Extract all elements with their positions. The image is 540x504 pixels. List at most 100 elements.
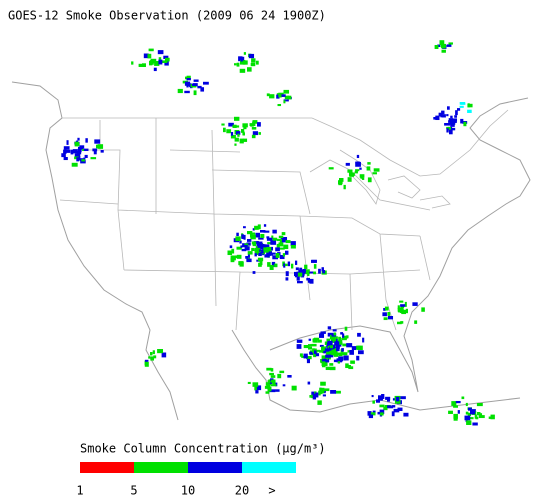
smoke-pixel: [394, 400, 401, 404]
smoke-pixel: [250, 62, 256, 67]
smoke-pixel: [234, 143, 237, 146]
smoke-pixel: [391, 411, 395, 417]
smoke-pixel: [61, 153, 66, 158]
smoke-pixel: [163, 55, 169, 60]
smoke-pixel: [397, 308, 401, 312]
smoke-pixel: [356, 355, 360, 361]
smoke-pixel: [387, 312, 391, 316]
smoke-pixel: [355, 161, 361, 167]
smoke-pixel: [76, 157, 80, 162]
smoke-pixel: [335, 390, 341, 394]
smoke-pixel: [468, 417, 474, 420]
smoke-pixel: [283, 99, 289, 102]
smoke-pixel: [320, 381, 326, 386]
smoke-pixel: [236, 62, 240, 67]
legend-tick-label: 5: [130, 484, 137, 498]
smoke-pixel: [63, 146, 70, 150]
smoke-pixel: [148, 356, 151, 359]
smoke-pixel: [372, 172, 377, 175]
smoke-pixel: [238, 261, 244, 266]
smoke-pixel: [260, 251, 265, 254]
smoke-pixel: [308, 344, 312, 347]
smoke-pixel: [274, 263, 278, 268]
smoke-pixel: [399, 300, 404, 303]
smoke-pixel: [321, 355, 328, 360]
smoke-pixel: [271, 261, 276, 267]
smoke-pixel: [338, 180, 342, 186]
smoke-pixel: [308, 346, 313, 350]
smoke-pixel: [100, 150, 104, 153]
smoke-pixel: [303, 353, 308, 359]
smoke-pixel: [242, 138, 248, 142]
smoke-pixel: [457, 410, 460, 414]
smoke-pixel: [387, 316, 394, 320]
smoke-pixel: [324, 348, 330, 352]
smoke-pixel: [357, 332, 361, 337]
smoke-pixel: [468, 407, 472, 411]
smoke-pixel: [257, 122, 261, 127]
smoke-pixel: [143, 53, 149, 59]
smoke-pixel: [440, 114, 446, 118]
smoke-pixel: [438, 112, 443, 117]
smoke-pixel: [157, 349, 164, 354]
smoke-pixel: [441, 49, 446, 53]
smoke-pixel: [327, 332, 334, 337]
smoke-pixel: [457, 108, 461, 111]
smoke-pixel: [341, 338, 347, 341]
smoke-pixel: [399, 310, 406, 313]
smoke-pixel: [384, 405, 388, 409]
smoke-pixel: [383, 317, 388, 321]
smoke-pixel: [97, 144, 104, 149]
smoke-pixel: [367, 411, 372, 416]
smoke-pixel: [227, 250, 233, 256]
smoke-pixel: [400, 321, 404, 324]
smoke-pixel: [373, 168, 380, 172]
smoke-pixel: [263, 230, 270, 233]
smoke-pixel: [454, 115, 458, 118]
smoke-pixel: [309, 278, 314, 284]
smoke-pixel: [296, 339, 303, 343]
smoke-pixel: [74, 141, 79, 147]
smoke-pixel: [242, 244, 248, 248]
smoke-pixel: [319, 333, 325, 338]
smoke-pixel: [238, 57, 244, 61]
smoke-pixel: [313, 348, 317, 351]
smoke-pixel: [252, 120, 258, 124]
smoke-pixel: [197, 85, 202, 89]
smoke-pixel: [144, 361, 149, 367]
smoke-pixel: [239, 68, 246, 73]
smoke-pixel: [385, 396, 391, 400]
lakes: [339, 149, 451, 209]
smoke-pixel: [66, 140, 69, 145]
smoke-pixel: [260, 244, 267, 249]
smoke-pixel: [236, 232, 239, 237]
smoke-pixel: [359, 167, 362, 170]
smoke-pixel: [90, 157, 97, 160]
smoke-pixel: [266, 367, 272, 371]
smoke-pixel: [282, 237, 288, 242]
smoke-pixel: [142, 63, 146, 68]
smoke-pixel: [330, 390, 337, 394]
smoke-pixel: [270, 375, 276, 378]
smoke-pixel: [266, 237, 273, 241]
smoke-pixel: [264, 254, 270, 258]
smoke-pixel: [245, 256, 249, 259]
smoke-pixel: [138, 63, 144, 67]
smoke-pixel: [241, 248, 247, 252]
smoke-pixel: [237, 133, 240, 137]
smoke-pixel: [284, 263, 288, 267]
smoke-pixel: [283, 263, 286, 268]
color-bar-segment: [134, 462, 188, 473]
legend-tick-label: 20: [235, 484, 249, 498]
smoke-pixel: [384, 306, 389, 311]
smoke-pixel: [242, 123, 248, 128]
smoke-pixel: [186, 78, 191, 81]
smoke-pixel: [447, 106, 450, 110]
smoke-pixel: [307, 274, 310, 277]
smoke-pixel: [446, 114, 449, 117]
smoke-pixel: [235, 255, 240, 259]
smoke-pixel: [254, 249, 259, 254]
smoke-pixel: [400, 305, 405, 308]
smoke-pixel: [157, 50, 164, 55]
smoke-pixel: [360, 175, 364, 179]
